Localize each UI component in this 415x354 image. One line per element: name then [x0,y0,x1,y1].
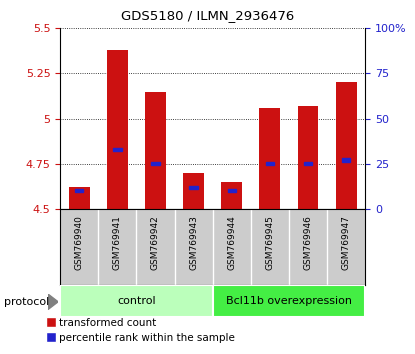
Legend: transformed count, percentile rank within the sample: transformed count, percentile rank withi… [43,314,239,347]
Text: Bcl11b overexpression: Bcl11b overexpression [226,296,352,306]
Bar [336,82,356,209]
Bar [69,187,90,209]
Bar [75,189,83,193]
Polygon shape [48,294,58,310]
Bar [259,108,281,209]
Text: GDS5180 / ILMN_2936476: GDS5180 / ILMN_2936476 [121,9,294,22]
Bar [304,162,312,165]
Bar [227,189,236,193]
Bar [189,185,198,189]
Bar [298,106,318,209]
Text: GSM769945: GSM769945 [265,215,274,270]
Text: GSM769941: GSM769941 [113,215,122,270]
Text: GSM769947: GSM769947 [342,215,351,270]
Text: GSM769942: GSM769942 [151,215,160,270]
Bar [60,285,212,317]
Bar [221,182,242,209]
Bar [113,148,122,151]
Text: GSM769944: GSM769944 [227,215,236,270]
Text: GSM769940: GSM769940 [75,215,84,270]
Bar [342,159,350,162]
Text: GSM769946: GSM769946 [303,215,312,270]
Bar [266,162,274,165]
Text: control: control [117,296,156,306]
Bar [145,91,166,209]
Bar [107,50,128,209]
Bar [212,285,365,317]
Bar [183,173,204,209]
Text: GSM769943: GSM769943 [189,215,198,270]
Bar [151,162,160,165]
Text: protocol: protocol [4,297,49,307]
